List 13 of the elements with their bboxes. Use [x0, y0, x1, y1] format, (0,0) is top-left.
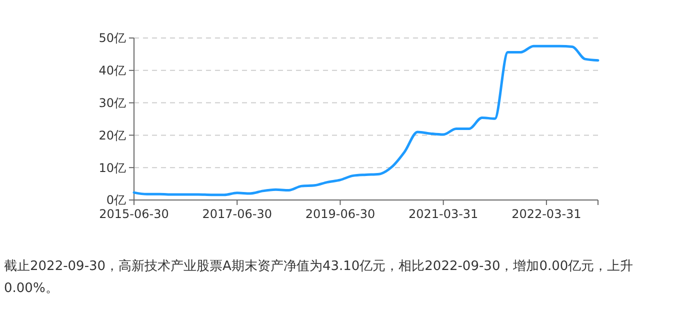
x-tick-label: 2019-06-30 — [305, 207, 376, 221]
text: 截止2022-09-30，高新技术产业股票A期末资产净值为43.10亿元，相比2022-09-30，增加0.00亿元，上升0.00%。 — [4, 258, 634, 298]
y-tick-label: 50亿 — [98, 31, 126, 46]
line-series — [132, 44, 600, 196]
x-tick-label: 2015-06-30 — [99, 207, 169, 221]
x-tick-label: 2017-06-30 — [202, 207, 272, 221]
y-tick-label: 0亿 — [106, 193, 126, 208]
y-tick-label: 20亿 — [98, 128, 126, 142]
y-tick-label: 40亿 — [98, 64, 126, 78]
y-tick-label: 10亿 — [98, 160, 126, 175]
y-tick-label: 30亿 — [98, 96, 126, 110]
x-tick-label: 2021-03-31 — [408, 207, 478, 221]
x-tick-label: 2022-03-31 — [512, 207, 582, 221]
